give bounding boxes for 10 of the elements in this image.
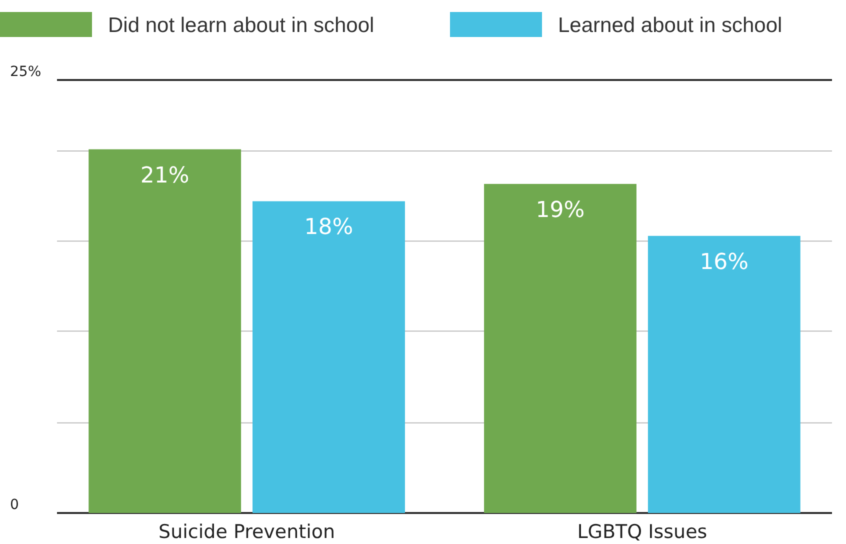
legend-label: Learned about in school <box>558 14 782 37</box>
legend-label: Did not learn about in school <box>108 14 374 37</box>
y-tick-label: 25% <box>10 64 42 80</box>
y-tick-label: 0 <box>10 497 19 513</box>
x-tick-label: LGBTQ Issues <box>577 521 708 543</box>
data-label: 18% <box>304 215 354 240</box>
data-label: 21% <box>140 163 190 188</box>
data-label: 16% <box>700 250 749 275</box>
data-label: 19% <box>536 198 585 223</box>
x-tick-label: Suicide Prevention <box>158 521 336 543</box>
